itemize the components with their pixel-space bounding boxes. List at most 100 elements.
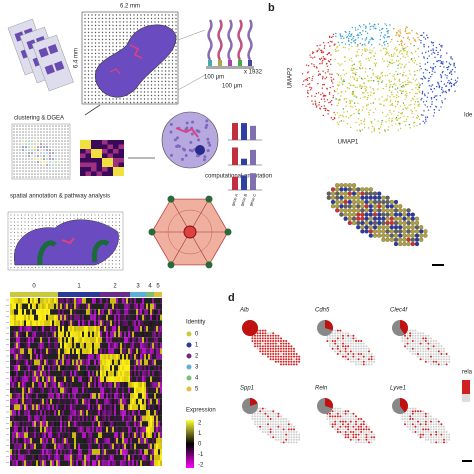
umap-point	[309, 54, 311, 56]
heat-cell	[26, 432, 28, 438]
spatial-spot	[393, 229, 399, 234]
spatial-spot	[385, 212, 390, 217]
umap-point	[397, 34, 400, 36]
spatial-spot	[339, 212, 344, 217]
heat-cell	[88, 404, 90, 410]
umap-point	[395, 118, 397, 120]
heat-cell	[68, 303, 70, 310]
heat-cell	[48, 314, 50, 321]
heat-cell	[16, 387, 18, 394]
heat-cell	[92, 382, 94, 388]
spatial-spot	[364, 216, 369, 221]
bar	[232, 123, 238, 140]
spot	[40, 152, 42, 154]
heat-cell	[52, 460, 54, 466]
heat-cell	[64, 387, 66, 394]
heat-cell	[38, 393, 40, 399]
spatial-spot	[372, 191, 378, 196]
heat-cell	[98, 314, 100, 321]
heat-cell	[140, 382, 142, 388]
heat-cell	[46, 432, 48, 438]
heat-cell	[58, 382, 60, 388]
spot	[175, 101, 177, 104]
heat-cell	[106, 421, 108, 427]
spot	[108, 35, 111, 37]
heat-cell	[60, 320, 62, 326]
heat-cell	[76, 410, 78, 416]
heat-cell	[72, 298, 74, 304]
spot	[118, 245, 121, 248]
umap-point	[451, 69, 454, 71]
umap-point	[353, 78, 356, 81]
spot	[40, 161, 42, 163]
spot	[112, 101, 114, 104]
umap-point	[320, 51, 323, 54]
heat-cell	[88, 359, 90, 366]
heat-cell	[16, 376, 18, 382]
cell	[169, 122, 173, 126]
heat-cell	[22, 393, 24, 399]
spot	[108, 28, 111, 30]
spot	[98, 21, 100, 23]
spatial-spot	[385, 208, 390, 213]
spatial-spot	[372, 220, 378, 226]
heat-cell	[52, 438, 54, 444]
heat-cell	[90, 454, 92, 461]
heat-cell	[34, 387, 36, 394]
heat-cell	[106, 443, 108, 450]
umap-point	[384, 34, 386, 36]
umap-point	[339, 64, 341, 66]
heat-cell	[48, 348, 50, 354]
heat-cell	[138, 376, 140, 382]
heat-cell	[92, 331, 94, 338]
heat-cell	[20, 454, 22, 461]
spot	[25, 128, 27, 130]
heat-cell	[107, 149, 113, 154]
heat-cell	[70, 314, 72, 321]
bar	[232, 176, 238, 190]
spot	[168, 21, 170, 23]
heat-cell	[92, 460, 94, 466]
heat-cell	[62, 404, 64, 410]
spot	[61, 161, 63, 163]
heat-cell	[86, 326, 88, 332]
heat-cell	[84, 309, 86, 315]
spatial-spot	[385, 195, 390, 200]
umap-point	[403, 50, 405, 52]
spot	[91, 17, 93, 20]
heat-cell	[86, 298, 88, 304]
zone	[91, 239, 110, 263]
spot	[61, 167, 63, 169]
spatial-spot	[343, 212, 348, 217]
spot	[61, 128, 63, 130]
umap-point	[323, 83, 325, 86]
heat-cell	[26, 326, 28, 332]
umap-point	[336, 47, 338, 49]
heat-cell	[14, 454, 16, 461]
umap-point	[311, 100, 313, 102]
heat-cell	[140, 298, 142, 304]
spot	[34, 176, 36, 178]
heat-cell	[72, 376, 74, 382]
umap-point	[338, 44, 341, 46]
heat-cell	[66, 398, 68, 405]
heat-cell	[12, 309, 14, 315]
heat-cell	[80, 387, 82, 394]
heat-cell	[108, 354, 110, 360]
spot	[34, 125, 36, 127]
umap-point	[340, 78, 342, 81]
heat-cell	[76, 365, 78, 371]
spot	[105, 42, 107, 44]
heat-cell	[134, 354, 136, 360]
heat-cell	[144, 354, 146, 360]
spot	[19, 152, 21, 154]
heat-cell	[32, 415, 34, 422]
umap-point	[322, 114, 325, 117]
umap-point	[351, 26, 354, 29]
spot	[91, 24, 93, 27]
heat-cell	[52, 348, 54, 354]
spot	[104, 263, 107, 265]
heat-cell	[76, 359, 78, 366]
umap-point	[348, 87, 350, 90]
heat-cell	[28, 376, 30, 382]
